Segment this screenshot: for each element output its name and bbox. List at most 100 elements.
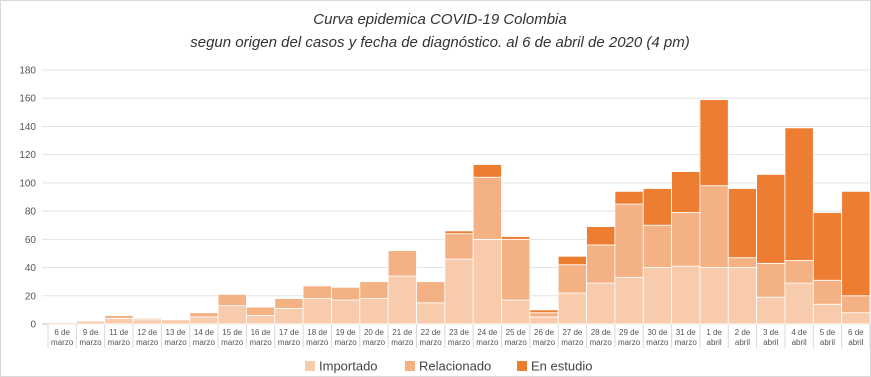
bar-segment xyxy=(699,99,729,187)
bar-segment xyxy=(529,316,559,325)
bar-segment xyxy=(217,293,247,307)
y-axis: 0 20 40 60 80 100 120 140 160 180 xyxy=(19,66,36,331)
bar-segment xyxy=(756,296,786,325)
x-tick-label: 3 de abril xyxy=(763,328,779,347)
x-tick-label: 14 de marzo xyxy=(193,328,216,347)
bar-segment xyxy=(812,279,843,305)
x-tick-label: 2 de abril xyxy=(735,328,751,347)
x-tick-label: 13 de marzo xyxy=(164,328,187,347)
bar-segment xyxy=(47,322,77,325)
bar-segment xyxy=(331,299,361,325)
bar-segment xyxy=(444,258,474,325)
x-tick-label: 20 de marzo xyxy=(363,328,386,347)
bar-segment xyxy=(671,212,701,267)
bar-segment xyxy=(727,267,758,325)
bar-segment xyxy=(416,281,446,304)
bar-segment xyxy=(274,308,304,325)
bar-segment xyxy=(784,260,814,284)
bar-segment xyxy=(387,275,417,325)
bar-segment xyxy=(472,176,502,240)
x-tick-label: 29 de marzo xyxy=(618,328,641,347)
bar-segment xyxy=(189,316,219,325)
y-tick-label: 120 xyxy=(19,150,36,161)
y-tick-label: 0 xyxy=(30,320,36,331)
bar-segment xyxy=(699,185,729,268)
bar-segment xyxy=(444,230,474,235)
x-tick-label: 17 de marzo xyxy=(278,328,301,347)
bar-segment xyxy=(104,317,134,325)
bar-segment xyxy=(841,190,871,297)
y-tick-label: 140 xyxy=(19,122,36,133)
bar-segment xyxy=(472,238,502,325)
bar-segment xyxy=(699,267,729,325)
legend-label: En estudio xyxy=(531,359,592,374)
bar-segment xyxy=(614,190,644,205)
legend-swatch xyxy=(405,361,415,371)
chart-title: Curva epidemica COVID-19 Colombia xyxy=(313,11,566,28)
x-tick-label: 6 de abril xyxy=(848,328,864,347)
bar-segment xyxy=(557,255,587,266)
x-tick-label: 9 de marzo xyxy=(79,328,102,347)
x-tick-label: 12 de marzo xyxy=(136,328,159,347)
bar-segment xyxy=(501,299,531,325)
bar-segment xyxy=(246,315,276,325)
bar-segment xyxy=(302,298,332,325)
x-tick-label: 30 de marzo xyxy=(646,328,669,347)
bar-segment xyxy=(784,282,814,325)
x-tick-label: 22 de marzo xyxy=(420,328,443,347)
x-axis: 6 de marzo 9 de marzo 11 de marzo 12 de marzo 13… xyxy=(47,324,871,348)
bar-segment xyxy=(416,302,446,325)
bar-segment xyxy=(557,264,587,294)
bar-segment xyxy=(529,309,559,314)
y-tick-label: 20 xyxy=(25,291,37,302)
bar-segment xyxy=(160,319,191,325)
bar-segment xyxy=(756,174,786,264)
legend-label: Importado xyxy=(319,359,378,374)
x-tick-label: 28 de marzo xyxy=(590,328,613,347)
bar-segment xyxy=(586,282,616,325)
x-tick-label: 21 de marzo xyxy=(391,328,414,347)
x-tick-label: 24 de marzo xyxy=(476,328,499,347)
bar-segment xyxy=(132,319,162,325)
chart-subtitle: segun origen del casos y fecha de diagnó… xyxy=(190,34,689,51)
bar-segment xyxy=(331,286,361,301)
x-tick-label: 15 de marzo xyxy=(221,328,244,347)
bar-segment xyxy=(671,171,701,213)
bar-segment xyxy=(586,244,616,284)
x-tick-label: 31 de marzo xyxy=(675,328,698,347)
y-tick-label: 40 xyxy=(25,263,37,274)
bar-segment xyxy=(642,224,672,268)
x-tick-label: 5 de abril xyxy=(820,328,836,347)
x-tick-label: 25 de marzo xyxy=(505,328,528,347)
y-tick-label: 100 xyxy=(19,178,36,189)
x-tick-label: 23 de marzo xyxy=(448,328,471,347)
legend-swatch xyxy=(305,361,315,371)
bar-segment xyxy=(557,292,587,325)
bar-segment xyxy=(812,212,843,281)
bar-segment xyxy=(189,312,219,318)
x-tick-label: 26 de marzo xyxy=(533,328,556,347)
x-tick-label: 6 de marzo xyxy=(51,328,74,347)
legend: Importado Relacionado En estudio xyxy=(305,359,592,374)
bar-segment xyxy=(642,267,672,325)
bar-segment xyxy=(841,312,871,325)
x-tick-label: 19 de marzo xyxy=(335,328,358,347)
bar-segment xyxy=(104,315,134,319)
x-tick-label: 1 de abril xyxy=(706,328,722,347)
bars xyxy=(47,99,871,325)
x-tick-label: 18 de marzo xyxy=(306,328,329,347)
bar-segment xyxy=(75,320,106,325)
legend-swatch xyxy=(517,361,527,371)
bar-segment xyxy=(671,265,701,325)
x-tick-label: 11 de marzo xyxy=(108,328,131,347)
bar-segment xyxy=(274,298,304,309)
y-tick-label: 160 xyxy=(19,94,36,105)
bar-segment xyxy=(472,164,502,178)
bar-segment xyxy=(727,257,758,268)
bar-segment xyxy=(501,238,531,301)
bar-segment xyxy=(132,317,162,321)
bar-segment xyxy=(642,188,672,226)
bar-segment xyxy=(614,277,644,325)
x-tick-label: 16 de marzo xyxy=(249,328,272,347)
bar-segment xyxy=(586,226,616,246)
